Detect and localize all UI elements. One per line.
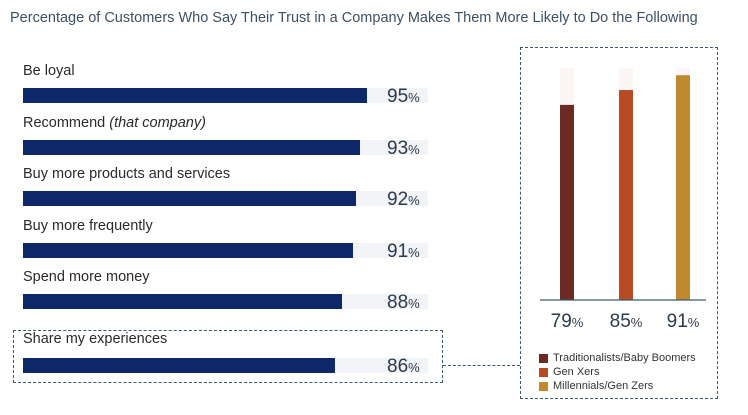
legend-label: Gen Xers xyxy=(553,366,600,378)
bar-value-label: 88% xyxy=(387,292,420,314)
bar-label-text: Spend more money xyxy=(23,269,150,285)
chart-title: Percentage of Customers Who Say Their Tr… xyxy=(10,10,698,26)
bar-value-number: 92 xyxy=(387,189,409,210)
bar xyxy=(23,357,335,373)
column-bar xyxy=(676,75,690,300)
column-value-number: 79 xyxy=(550,311,572,332)
column-value-unit: % xyxy=(687,315,700,330)
bar-label-text: Buy more frequently xyxy=(23,217,153,234)
column-bar xyxy=(619,90,633,300)
connector-line xyxy=(443,365,520,366)
bar-track xyxy=(23,88,428,103)
bar-value-unit: % xyxy=(408,90,420,105)
bar-track xyxy=(23,139,428,155)
legend-swatch xyxy=(539,353,548,363)
bar-label: Buy more products and services xyxy=(23,166,230,182)
legend-item: Gen Xers xyxy=(539,365,696,379)
legend-label: Millennials/Gen Zers xyxy=(553,380,654,392)
bar-value-unit: % xyxy=(408,244,420,260)
bar-value-label: 92% xyxy=(387,189,420,211)
bar-label-text: Buy more products and services xyxy=(23,166,231,182)
bar-label-text: Be loyal xyxy=(23,63,75,79)
legend-swatch xyxy=(539,367,548,377)
bar-value-unit: % xyxy=(408,359,420,375)
column-value-unit: % xyxy=(571,315,584,330)
bar-value-label: 95% xyxy=(387,86,420,108)
bar-value-label: 86% xyxy=(387,356,420,378)
bar-track xyxy=(23,191,428,206)
bar-track xyxy=(23,294,428,309)
bar-value-label: 93% xyxy=(387,138,420,160)
column-value-label: 85% xyxy=(601,311,651,333)
legend: Traditionalists/Baby Boomers Gen Xers Mi… xyxy=(539,351,696,393)
bar xyxy=(23,88,368,103)
bar xyxy=(23,191,357,206)
bar-label-text: Share my experiences xyxy=(23,330,168,347)
legend-label: Traditionalists/Baby Boomers xyxy=(553,352,696,364)
bar-value-label: 91% xyxy=(387,241,420,263)
legend-item: Traditionalists/Baby Boomers xyxy=(539,351,696,365)
bar-value-number: 93 xyxy=(387,137,409,159)
column-value-unit: % xyxy=(630,315,643,330)
bar-track xyxy=(23,242,428,258)
column-value-number: 85 xyxy=(609,311,631,332)
highlight-box xyxy=(13,330,443,383)
bar-value-number: 95 xyxy=(387,86,409,107)
column-value-label: 91% xyxy=(658,311,708,333)
bar-label: Share my experiences xyxy=(23,331,167,347)
bar-value-number: 91 xyxy=(387,240,409,262)
bar-value-unit: % xyxy=(408,141,420,157)
column-value-number: 91 xyxy=(666,311,688,332)
bar-label: Be loyal xyxy=(23,63,75,79)
bar-label: Spend more money xyxy=(23,269,150,285)
bar-label-note: (that company) xyxy=(109,114,206,131)
generation-panel xyxy=(520,47,718,399)
column-bar xyxy=(560,104,574,301)
bar xyxy=(23,139,361,155)
bar-value-unit: % xyxy=(408,296,420,311)
legend-swatch xyxy=(539,381,548,391)
bar-value-number: 88 xyxy=(387,292,409,313)
column-value-label: 79% xyxy=(542,311,592,333)
bar-track xyxy=(23,357,428,373)
bar-value-unit: % xyxy=(408,193,420,208)
bar-label-text: Recommend xyxy=(23,114,110,131)
bar xyxy=(23,294,342,309)
bar-label: Recommend (that company) xyxy=(23,115,206,131)
bar-value-number: 86 xyxy=(387,355,409,377)
legend-item: Millennials/Gen Zers xyxy=(539,379,696,393)
bar-label: Buy more frequently xyxy=(23,218,153,234)
bar xyxy=(23,242,353,258)
